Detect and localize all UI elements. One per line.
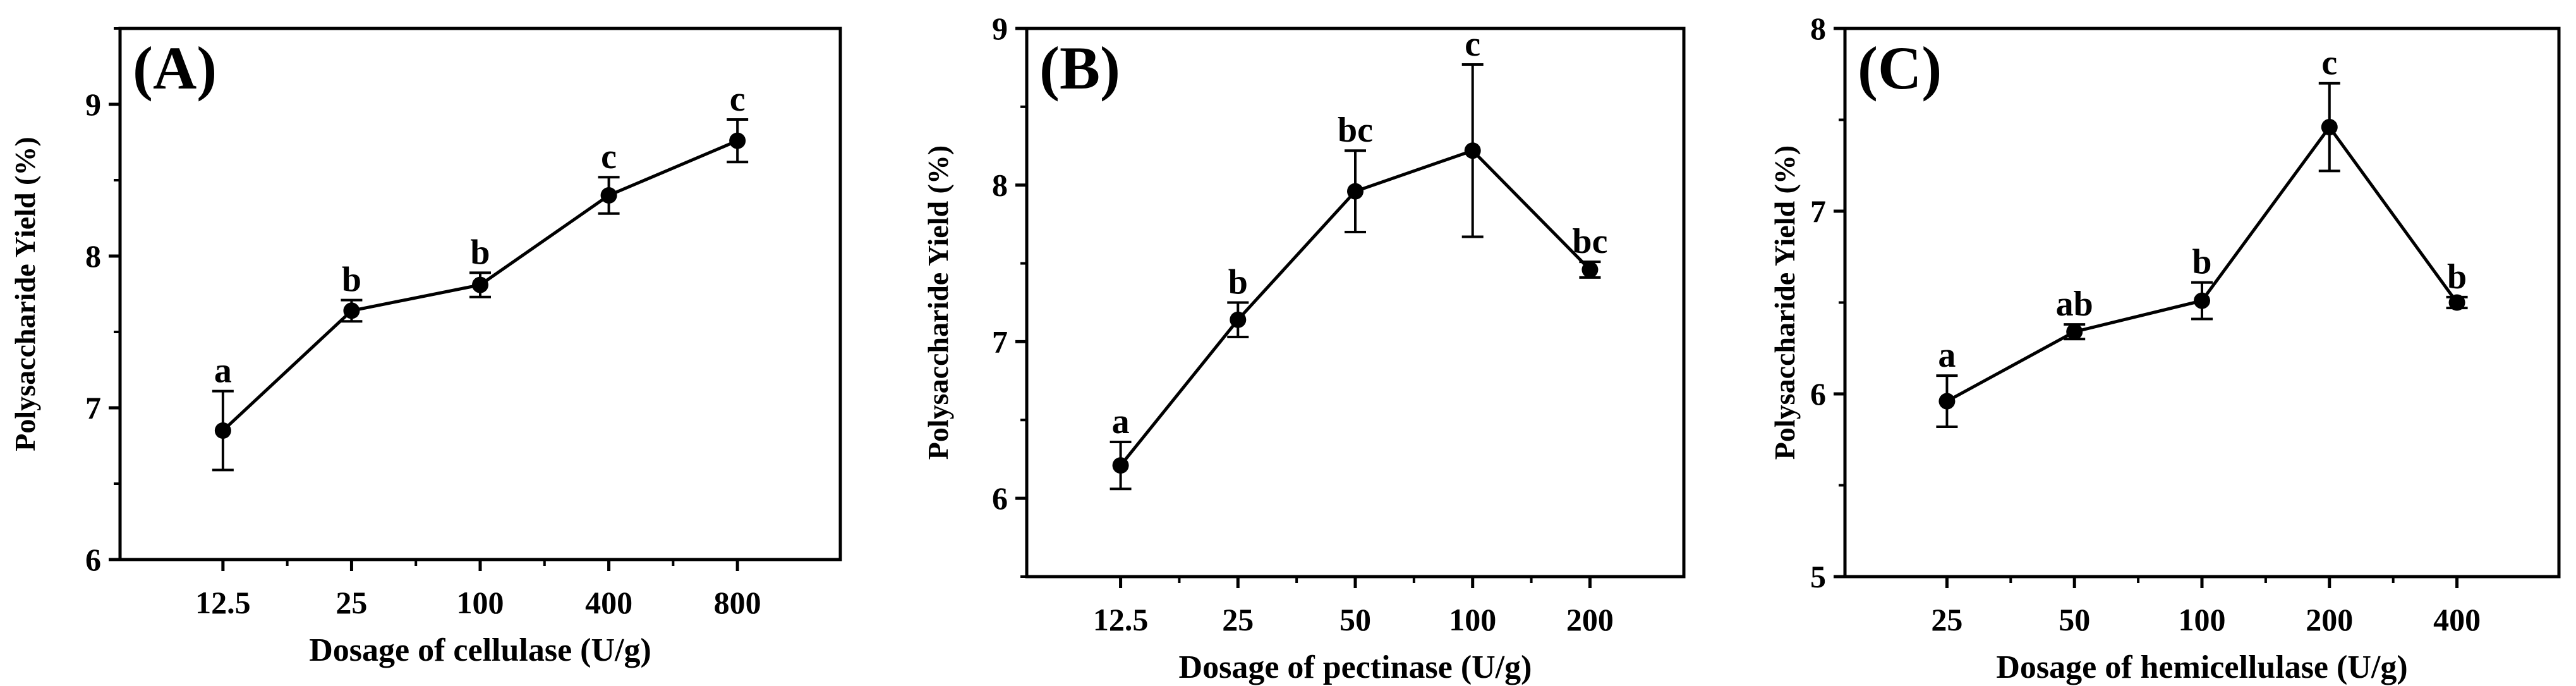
significance-letter: bc [1338, 111, 1373, 150]
chart-panel-a: 6 7 8 9 12.5 25 100 400 800 a b b c c (A) Dosage of cel… [9, 27, 842, 668]
significance-letter: b [342, 260, 361, 300]
y-tick-label: 7 [1810, 193, 1826, 229]
data-point [214, 422, 231, 439]
y-tick-label: 9 [992, 11, 1008, 46]
x-tick-label: 100 [1449, 602, 1496, 637]
data-point [1581, 261, 1599, 278]
x-tick-label: 50 [1339, 602, 1371, 637]
significance-letter: c [1465, 25, 1480, 64]
significance-letter: b [470, 233, 490, 272]
x-axis-title: Dosage of cellulase (U/g) [309, 632, 651, 668]
significance-letter: b [2447, 257, 2467, 297]
significance-letter: a [1938, 336, 1956, 375]
x-tick-label: 400 [2433, 602, 2481, 637]
data-point [2194, 292, 2210, 309]
data-point [729, 132, 746, 149]
y-tick-label: 7 [992, 324, 1008, 359]
significance-letter: b [2192, 243, 2211, 282]
data-point [472, 276, 488, 293]
chart-panel-b: 6 7 8 9 12.5 25 50 100 200 a b bc c bc (B) Dosage of pe… [922, 11, 1686, 685]
x-tick-label: 400 [585, 585, 632, 620]
significance-letter: c [730, 80, 746, 119]
data-point [1464, 142, 1481, 159]
data-point [1938, 393, 1956, 410]
data-point [600, 187, 617, 204]
x-axis-title: Dosage of hemicellulase (U/g) [1996, 649, 2407, 685]
data-point [1347, 183, 1364, 200]
panel-label: (A) [133, 34, 217, 102]
x-tick-label: 25 [336, 585, 367, 620]
y-tick-label: 9 [85, 87, 101, 122]
y-axis-title: Polysaccharide Yield (%) [922, 145, 954, 460]
x-tick-label: 25 [1222, 602, 1254, 637]
significance-letter: a [1112, 402, 1130, 441]
x-tick-label: 200 [2306, 602, 2353, 637]
significance-letter: ab [2056, 285, 2093, 324]
x-tick-label: 25 [1931, 602, 1962, 637]
x-tick-label: 100 [457, 585, 504, 620]
y-tick-label: 6 [1810, 376, 1826, 412]
x-tick-label: 50 [2059, 602, 2090, 637]
x-tick-label: 800 [714, 585, 761, 620]
y-tick-label: 8 [992, 168, 1008, 203]
y-tick-label: 8 [85, 238, 101, 274]
data-point [2321, 119, 2338, 136]
y-axis-title: Polysaccharide Yield (%) [9, 137, 41, 451]
panel-label: (C) [1858, 34, 1942, 102]
significance-letter: a [214, 352, 232, 391]
data-point [1112, 457, 1129, 474]
significance-letter: bc [1572, 222, 1607, 261]
x-tick-label: 100 [2179, 602, 2226, 637]
y-tick-label: 6 [85, 542, 101, 577]
y-axis-title: Polysaccharide Yield (%) [1769, 145, 1801, 460]
data-point [2448, 294, 2465, 311]
x-tick-label: 12.5 [1093, 602, 1149, 637]
x-axis-title: Dosage of pectinase (U/g) [1179, 649, 1532, 685]
data-point [1230, 311, 1247, 328]
y-tick-label: 5 [1810, 559, 1826, 594]
panel-label: (B) [1039, 34, 1120, 102]
significance-letter: c [2321, 44, 2337, 83]
x-tick-label: 12.5 [195, 585, 251, 620]
significance-letter: c [601, 137, 617, 176]
chart-panel-c: 5 6 7 8 25 50 100 200 400 a ab b c b (C) Dosage of hemi… [1769, 11, 2561, 685]
significance-letter: b [1228, 263, 1248, 302]
y-tick-label: 6 [992, 481, 1008, 516]
data-point [343, 302, 360, 319]
x-tick-label: 200 [1566, 602, 1614, 637]
y-tick-label: 8 [1810, 11, 1826, 46]
data-point [2066, 323, 2083, 340]
y-tick-label: 7 [85, 390, 101, 426]
